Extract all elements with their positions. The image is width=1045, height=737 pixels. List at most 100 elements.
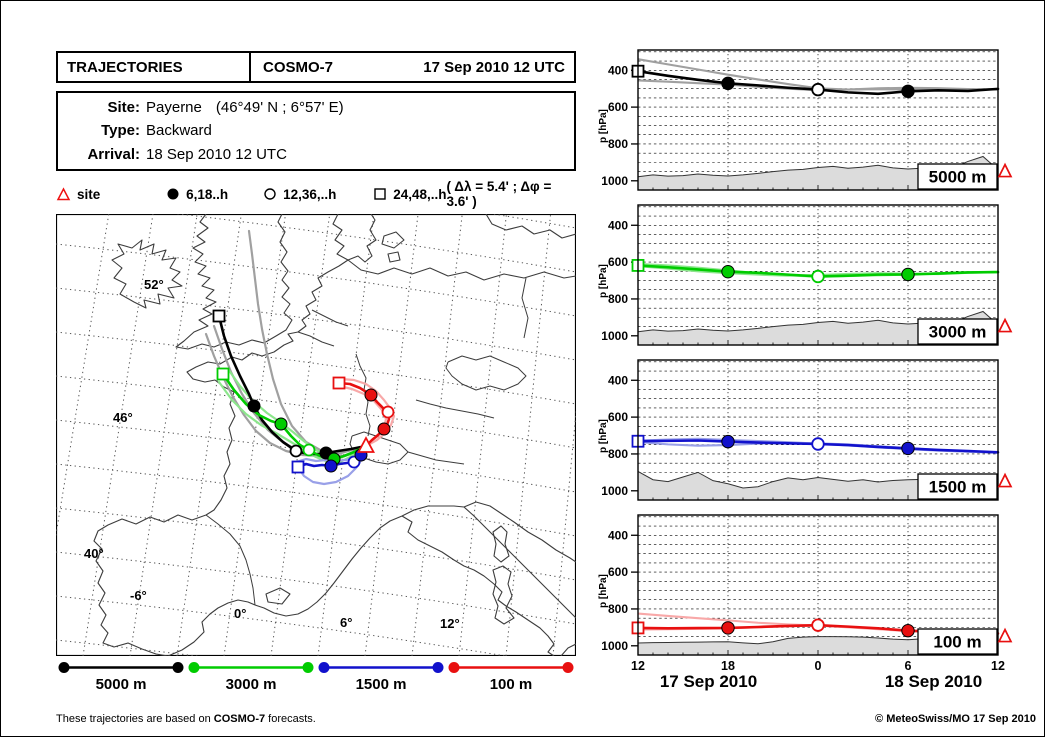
coastline [93,514,207,657]
map-grid-label: -6° [130,588,147,603]
marker-filled-6-18h [324,459,338,473]
marker-open-12h [811,618,825,632]
altitude-label: 5000 m [929,168,987,187]
legend-dot [318,662,330,673]
info-row-site: Site: Payerne (46°49' N ; 6°57' E) [58,99,574,117]
marker-filled-6-18h [247,399,261,413]
pressure-panel-3000m: 400 600 800 1000 p [hPa] 3000 m [596,203,1044,353]
y-tick-label: 1000 [601,329,628,343]
graticule-meridian [552,213,596,657]
altitude-legend: 5000 m 3000 m 1500 m 100 m [56,660,576,702]
x-tick-label: 0 [814,659,822,673]
map-grid-label: 46° [113,410,133,425]
arrival-value: 18 Sep 2010 12 UTC [146,145,287,163]
map-grid-label: 6° [340,615,352,630]
site-arrival-triangle [997,317,1013,333]
coastline [265,587,291,605]
info-row-arrival: Arrival: 18 Sep 2010 12 UTC [58,146,574,164]
panel-svg: 400 600 800 1000 p [hPa] 1500 m [598,359,1013,501]
graticule-parallel [55,551,577,625]
credit: © MeteoSwiss/MO 17 Sep 2010 [875,713,1036,725]
marker-filled-6-18h [721,264,735,279]
y-axis-title: p [hPa] [598,264,609,298]
marker-open-12h [811,437,825,451]
x-date-label: 18 Sep 2010 [884,672,983,691]
y-tick-label: 600 [608,255,628,269]
altitude-label: 1500 m [929,478,987,497]
marker-filled-6-18h [721,621,735,635]
altitude-label-box [917,473,998,500]
panel-frame [637,204,999,346]
graticule-parallel [55,375,577,449]
header-title: TRAJECTORIES [67,58,183,76]
altitude-label-box [917,163,998,190]
y-tick-label: 400 [608,373,628,387]
panel-frame [637,359,999,501]
coastline [332,213,377,263]
graticule-meridian [223,213,287,657]
altitude-legend-label: 100 m [489,676,533,693]
marker-open-12h [289,444,303,458]
graticule-parallel [55,507,577,581]
altitude-label: 3000 m [929,323,987,342]
site-value: Payerne [146,98,202,116]
grid-resolution-note: ( Δλ = 5.4' ; Δφ = 3.6' ) [446,179,552,209]
country-border [311,309,349,327]
type-value: Backward [146,122,212,139]
altitude-legend-line [448,662,574,673]
legend-dot [448,662,460,673]
legend-dot [432,662,444,673]
coastline [347,259,577,281]
arrival-label: Arrival: [87,145,140,163]
marker-square-24h [212,309,226,323]
y-tick-label: 400 [608,528,628,542]
marker-filled-6-18h [901,84,915,98]
terrain-fill [638,471,998,500]
panel-svg: 400 600 800 1000 p [hPa] 100 m [598,514,1013,656]
coastline [254,515,403,617]
open-square-icon [373,187,387,201]
country-border [521,277,529,339]
marker-open-12h [811,269,825,284]
y-tick-label: 400 [608,63,628,77]
coastline [492,525,510,563]
map-grid-label: 0° [234,606,246,621]
graticule-parallel [55,463,577,537]
panel-svg: 400 600 800 1000 p [hPa] 3000 m [598,204,1013,346]
marker-legend: site 6,18..h 12,36,..h 24,48,..h ( Δλ = … [56,179,576,209]
open-circle-icon [263,187,277,201]
x-tick-label: 18 [721,659,735,673]
site-arrival-triangle [997,472,1013,488]
info-row-type: Type: Backward [58,122,574,140]
altitude-legend-item: 1500 m [316,660,446,702]
marker-filled-6-18h [274,417,288,431]
site-label: Site: [107,98,140,116]
altitude-legend-item: 3000 m [186,660,316,702]
legend-dot [188,662,200,673]
y-tick-label: 600 [608,565,628,579]
y-axis-title: p [hPa] [598,419,609,453]
y-tick-label: 800 [608,447,628,461]
legend-open-label: 12,36,..h [283,186,337,202]
time-axis: 12 18 0 6 12 17 Sep 2010 18 Sep 2010 [596,657,1044,703]
marker-square-24h [332,376,346,390]
footnote-model: COSMO-7 [213,713,266,725]
coastline [560,643,577,657]
map-svg: 52° 46° 40° -6° 0° 6° 12° [35,155,596,713]
coastline [381,231,405,249]
panel-frame [637,49,999,191]
y-tick-label: 1000 [601,484,628,498]
coastline [485,213,577,239]
map-grid-label: 52° [144,277,164,292]
type-label: Type: [101,122,140,139]
y-tick-label: 800 [608,292,628,306]
legend-square-label: 24,48,..h [393,186,447,202]
pressure-panel-100m: 400 600 800 1000 p [hPa] 100 m [596,513,1044,663]
coastline [175,213,293,350]
altitude-legend-label: 1500 m [355,676,407,693]
altitude-legend-item: 100 m [446,660,576,702]
y-tick-label: 800 [608,137,628,151]
altitude-label-box [917,318,998,345]
x-tick-label: 6 [904,659,912,673]
